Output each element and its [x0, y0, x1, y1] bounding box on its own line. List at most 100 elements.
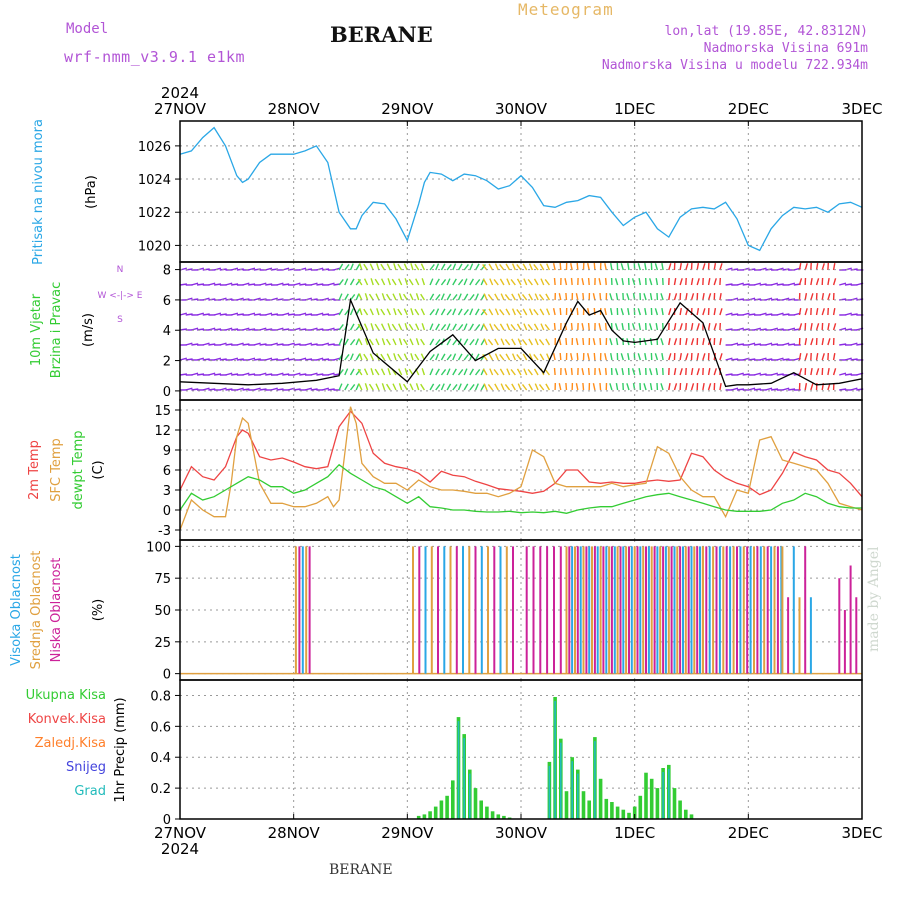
wind-vector — [391, 323, 397, 331]
wind-vector — [850, 268, 858, 271]
precip-bar — [649, 778, 654, 819]
wind-vector — [421, 323, 426, 331]
wind-vector — [637, 263, 642, 271]
wind-vector — [534, 293, 539, 301]
wind-vector — [638, 367, 642, 376]
wind-vector — [604, 367, 607, 376]
wind-vector — [575, 338, 579, 346]
wind-vector — [839, 388, 847, 391]
wind-vector — [355, 338, 360, 346]
wind-vector — [804, 263, 808, 271]
wind-vector — [248, 283, 256, 286]
wind-vector — [517, 338, 522, 346]
wind-vector — [615, 337, 619, 346]
wind-vector — [196, 283, 205, 286]
y-tick-label: 1024 — [138, 173, 171, 188]
wind-vector — [452, 338, 458, 346]
wind-vector — [457, 338, 462, 346]
wind-vector — [482, 263, 488, 271]
wind-vector — [457, 383, 462, 391]
wind-vector — [338, 323, 344, 331]
wind-vector — [575, 293, 579, 301]
wind-vector — [463, 368, 468, 376]
wind-vector — [414, 308, 420, 316]
wind-vector — [528, 263, 534, 271]
wind-vector — [488, 263, 494, 271]
precip-bar — [485, 806, 489, 819]
wind-vector — [690, 338, 695, 346]
wind-vector — [776, 373, 784, 376]
wind-vector — [564, 278, 568, 286]
wind-vector — [202, 358, 210, 361]
wind-vector — [725, 283, 733, 286]
wind-vector — [429, 383, 435, 391]
wind-vector — [248, 373, 256, 376]
wind-vector — [474, 338, 479, 346]
wind-vector — [707, 367, 711, 376]
wind-vector — [259, 327, 267, 331]
wind-vector — [500, 338, 505, 346]
precip-bar — [581, 791, 586, 819]
wind-vector — [576, 352, 579, 361]
wind-vector — [482, 353, 488, 361]
precip-bar — [644, 772, 648, 819]
wind-vector — [179, 357, 187, 361]
model-elevation-text: Nadmorska Visina u modelu 722.934m — [601, 58, 868, 73]
wind-vector — [621, 367, 624, 376]
wind-vector — [398, 368, 403, 376]
wind-vector — [316, 283, 324, 286]
wind-vector — [528, 308, 534, 316]
wind-vector — [265, 312, 273, 316]
wind-vector — [500, 293, 505, 301]
wind-vector — [344, 353, 350, 361]
wind-vector — [731, 358, 739, 361]
y-tick-label: 0.8 — [150, 689, 171, 704]
time-label-bottom: 30NOV — [495, 824, 548, 842]
wind-vector — [248, 312, 256, 316]
wind-vector — [827, 367, 830, 376]
wind-vector — [679, 307, 682, 316]
wind-vector — [696, 278, 700, 286]
wind-vector — [386, 263, 391, 271]
footer-station: BERANE — [329, 862, 393, 878]
wind-vector — [474, 263, 480, 271]
wind-vector — [293, 372, 301, 376]
y-tick-label: 0 — [163, 504, 171, 519]
wind-vector — [446, 308, 452, 316]
wind-vector — [510, 368, 516, 376]
wind-vector — [364, 338, 369, 346]
wind-vector — [446, 263, 452, 271]
wind-vector — [690, 383, 695, 391]
wind-vector — [540, 278, 545, 286]
wind-vector — [276, 327, 284, 331]
precip-conv-bar — [571, 761, 573, 819]
wind-vector — [415, 383, 420, 391]
wind-vector — [248, 328, 256, 331]
panel-frame — [179, 679, 863, 820]
wind-vector — [225, 343, 233, 346]
time-label-top: 29NOV — [381, 100, 434, 118]
wind-vector — [610, 262, 613, 271]
wind-vector — [299, 373, 307, 376]
wind-vector — [504, 293, 511, 301]
wind-vector — [440, 308, 446, 316]
y-tick-label: 9 — [163, 444, 171, 459]
wind-vector — [398, 278, 403, 286]
wind-vector — [533, 308, 539, 316]
wind-vector — [655, 322, 659, 331]
wind-vector — [409, 338, 414, 346]
wind-vector — [782, 268, 790, 271]
wind-vector — [191, 388, 199, 391]
wind-vector — [713, 368, 717, 376]
wind-vector — [494, 293, 499, 301]
wind-vector — [598, 278, 602, 286]
wind-vector — [435, 353, 440, 361]
wind-vector — [748, 342, 756, 346]
wind-vector — [661, 352, 664, 361]
wind-vector — [673, 383, 678, 391]
wind-vector — [355, 293, 360, 301]
wind-vector — [236, 313, 244, 316]
y-tick-label: 3 — [163, 484, 171, 499]
wind-vector — [753, 327, 761, 331]
